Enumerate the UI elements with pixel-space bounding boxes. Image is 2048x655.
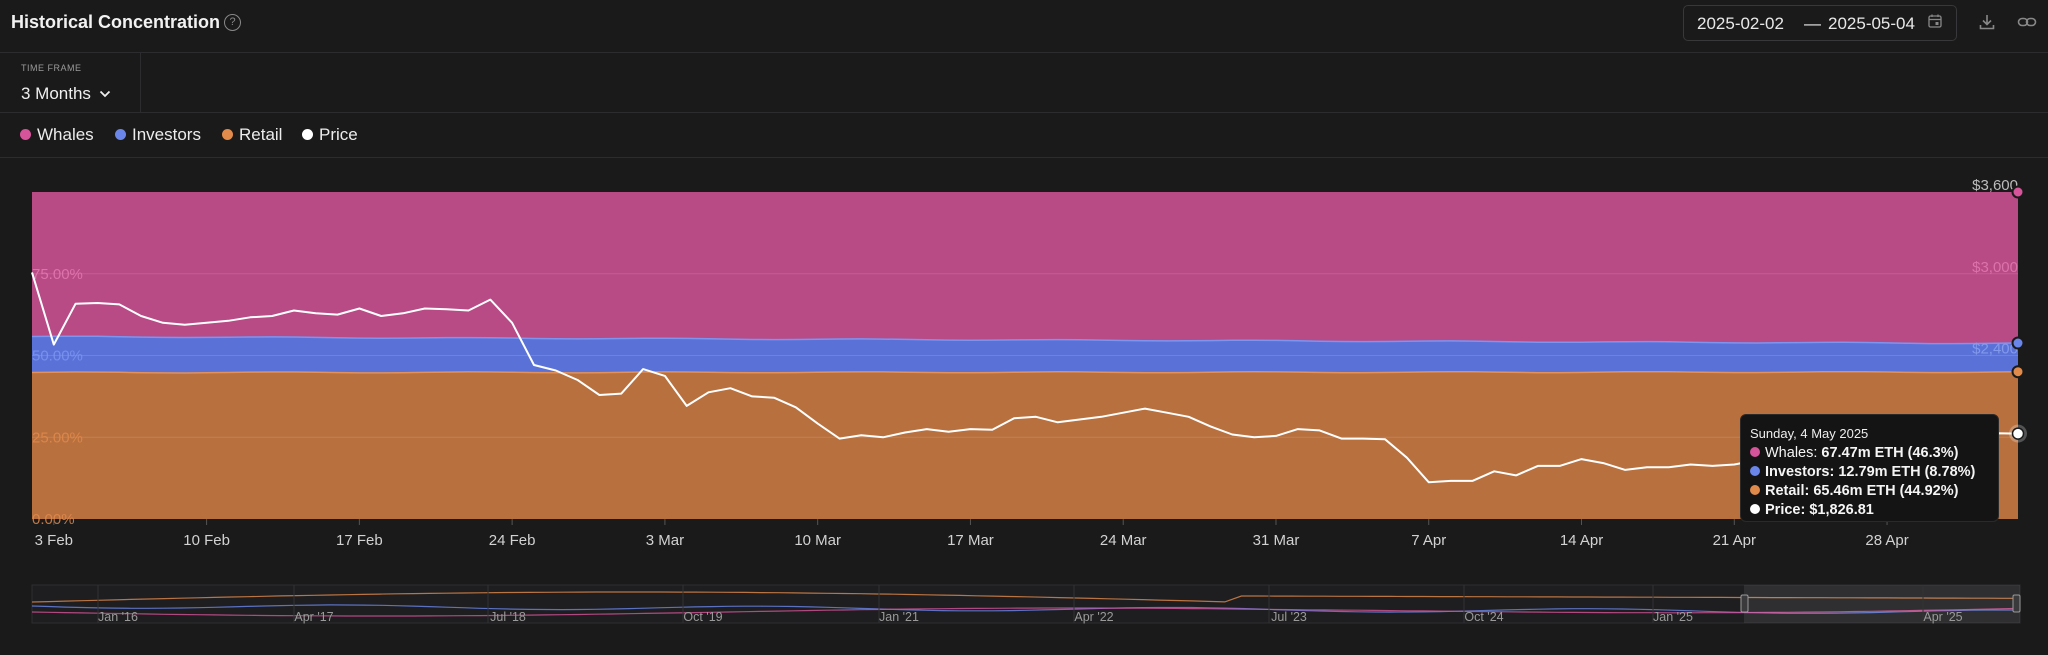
legend-dot — [115, 129, 126, 140]
navigator-tick-label: Apr '17 — [294, 610, 333, 624]
y-right-tick-label: $3,600 — [1972, 177, 2018, 194]
navigator-tick-label: Jan '25 — [1653, 610, 1693, 624]
x-tick-label: 17 Mar — [947, 532, 994, 549]
navigator-tick-label: Jan '21 — [879, 610, 919, 624]
tooltip-date: Sunday, 4 May 2025 — [1750, 426, 1869, 441]
tooltip-dot — [1750, 485, 1760, 495]
x-tick-label: 24 Feb — [489, 532, 536, 549]
tooltip-row-price: Price: $1,826.81 — [1750, 502, 1874, 518]
x-tick-label: 3 Feb — [35, 532, 73, 549]
legend-item-price[interactable]: Price — [302, 125, 358, 145]
date-end[interactable]: 2025-05-04 — [1828, 14, 1915, 33]
y-tick-label: 75.00% — [32, 266, 83, 283]
retail-area — [32, 371, 2018, 519]
series-end-marker — [2011, 185, 2025, 199]
investors-line — [31, 335, 2019, 345]
legend-item-investors[interactable]: Investors — [115, 125, 201, 145]
y-tick-label: 25.00% — [32, 429, 83, 446]
legend-dot — [302, 129, 313, 140]
date-start[interactable]: 2025-02-02 — [1697, 14, 1784, 33]
timeframe-label: TIME FRAME — [21, 63, 82, 73]
legend-label: Whales — [37, 125, 94, 144]
tooltip-dot — [1750, 447, 1760, 457]
tooltip-label: Retail: — [1765, 483, 1810, 499]
navigator-tick-label: Jul '23 — [1271, 610, 1307, 624]
navigator-selection — [1744, 585, 2020, 623]
x-tick-label: 10 Mar — [794, 532, 841, 549]
tooltip-label: Whales: — [1765, 445, 1818, 461]
x-tick-label: 7 Apr — [1411, 532, 1446, 549]
legend-label: Retail — [239, 125, 283, 144]
y-tick-label: 50.00% — [32, 348, 83, 365]
tooltip-dot — [1750, 466, 1760, 476]
tooltip-label: Price: — [1765, 502, 1806, 518]
page-title: Historical Concentration — [11, 12, 221, 32]
x-tick-label: 24 Mar — [1100, 532, 1147, 549]
price-line — [31, 272, 2019, 484]
tooltip-row-whales: Whales: 67.47m ETH (46.3%) — [1750, 445, 1958, 461]
tooltip-value: 65.46m ETH (44.92%) — [1813, 483, 1959, 499]
navigator-whales-line — [31, 607, 2021, 617]
navigator-tick-label: Oct '19 — [683, 610, 722, 624]
x-tick-label: 10 Feb — [183, 532, 230, 549]
y-tick-label: 0.00% — [32, 511, 75, 528]
concentration-chart[interactable]: 0.00% 25.00% 50.00% 75.00% $3,600 $3,000 $2,40… — [0, 160, 2048, 655]
y-right-tick-label: $3,000 — [1972, 259, 2018, 276]
x-tick-label: 14 Apr — [1560, 532, 1603, 549]
tooltip-dot — [1750, 504, 1760, 514]
tooltip-value: 67.47m ETH (46.3%) — [1821, 445, 1959, 461]
link-icon[interactable] — [2017, 12, 2037, 32]
calendar-icon[interactable] — [1928, 14, 1942, 28]
navigator-tick-label: Apr '22 — [1074, 610, 1113, 624]
navigator-tick-label: Jul '18 — [490, 610, 526, 624]
x-tick-label: 28 Apr — [1865, 532, 1908, 549]
divider — [0, 112, 2048, 113]
tooltip-row-investors: Investors: 12.79m ETH (8.78%) — [1750, 464, 1975, 480]
help-icon[interactable]: ? — [224, 14, 241, 31]
tooltip-label: Investors: — [1765, 464, 1835, 480]
navigator-retail-line — [31, 591, 2020, 603]
timeframe-selector[interactable]: TIME FRAME 3 Months — [0, 53, 141, 112]
tooltip-value: $1,826.81 — [1809, 502, 1874, 518]
header-bar: Historical Concentration ? 2025-02-02 — … — [0, 0, 2048, 53]
date-range-picker[interactable]: 2025-02-02 — 2025-05-04 — [1683, 5, 1957, 41]
x-tick-label: 3 Mar — [646, 532, 684, 549]
timeframe-value[interactable]: 3 Months — [21, 84, 91, 103]
legend-item-whales[interactable]: Whales — [20, 125, 94, 145]
price-end-marker — [2011, 427, 2025, 440]
legend-label: Investors — [132, 125, 201, 144]
date-separator: — — [1804, 14, 1821, 33]
legend-label: Price — [319, 125, 358, 144]
series-end-marker — [2011, 365, 2025, 379]
retail-line — [31, 370, 2019, 374]
tooltip-value: 12.79m ETH (8.78%) — [1838, 464, 1976, 480]
navigator-tick-label: Oct '24 — [1464, 610, 1503, 624]
navigator-handle — [2012, 594, 2021, 613]
divider — [0, 157, 2048, 158]
navigator-track — [31, 584, 2021, 624]
x-tick-label: 31 Mar — [1253, 532, 1300, 549]
download-icon[interactable] — [1977, 12, 1997, 32]
navigator-tick-label: Apr '25 — [1923, 610, 1962, 624]
navigator-handle — [1740, 594, 1749, 613]
legend-dot — [222, 129, 233, 140]
y-right-tick-label: $2,400 — [1972, 341, 2018, 358]
x-tick-label: 21 Apr — [1713, 532, 1756, 549]
x-tick-label: 17 Feb — [336, 532, 383, 549]
legend-dot — [20, 129, 31, 140]
navigator-investors-line — [31, 604, 2020, 614]
legend-item-retail[interactable]: Retail — [222, 125, 282, 145]
tooltip-row-retail: Retail: 65.46m ETH (44.92%) — [1750, 483, 1958, 499]
chevron-down-icon[interactable] — [99, 89, 111, 99]
navigator-tick-label: Jan '16 — [98, 610, 138, 624]
series-end-marker — [2011, 336, 2025, 350]
chart-tooltip: Sunday, 4 May 2025 Whales: 67.47m ETH (4… — [1740, 414, 1999, 522]
